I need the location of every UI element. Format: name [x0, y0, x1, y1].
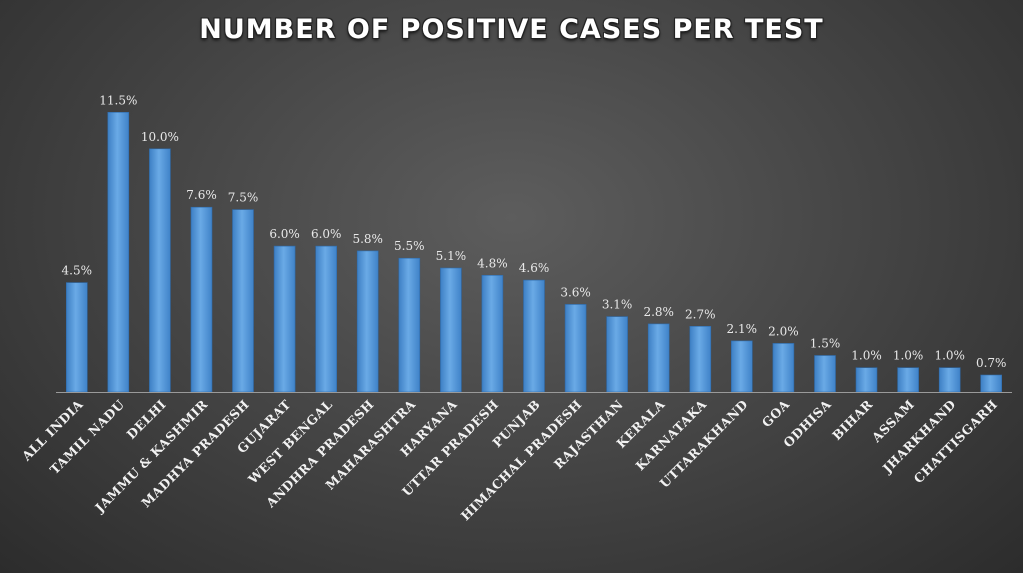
bar-22 [980, 374, 1003, 393]
bars-layer [66, 112, 1003, 393]
data-label-11: 4.6% [519, 261, 550, 275]
bar-7 [356, 250, 379, 393]
data-label-5: 6.0% [269, 227, 300, 241]
data-label-2: 10.0% [141, 130, 179, 144]
x-tick-label-19: BIHAR [829, 396, 876, 443]
x-tick-label-15: KARNATAKA [633, 397, 710, 474]
data-label-14: 2.8% [643, 305, 674, 319]
data-label-18: 1.5% [810, 337, 841, 351]
bar-11 [523, 279, 545, 393]
bar-12 [564, 304, 587, 393]
chart-title: NUMBER OF POSITIVE CASES PER TEST [199, 14, 824, 45]
bar-4 [232, 209, 254, 393]
x-tick-label-21: JHARKHAND [879, 397, 959, 477]
data-label-16: 2.1% [727, 322, 758, 336]
bar-17 [772, 343, 795, 393]
data-label-19: 1.0% [851, 349, 882, 363]
data-label-15: 2.7% [685, 307, 716, 321]
bar-6 [315, 245, 338, 393]
data-label-21: 1.0% [934, 349, 965, 363]
bar-19 [855, 367, 878, 393]
data-label-9: 5.1% [436, 249, 467, 263]
data-label-8: 5.5% [394, 239, 425, 253]
data-label-20: 1.0% [893, 349, 924, 363]
bar-3 [190, 206, 213, 393]
bar-0 [66, 282, 88, 393]
bar-15 [689, 325, 712, 393]
bar-2 [149, 148, 171, 393]
data-label-10: 4.8% [477, 256, 508, 270]
data-label-0: 4.5% [62, 264, 93, 278]
bar-20 [897, 367, 919, 393]
bar-5 [273, 245, 296, 393]
bar-18 [814, 355, 836, 393]
bar-1 [107, 112, 130, 393]
bar-21 [938, 367, 961, 393]
data-label-13: 3.1% [602, 298, 633, 312]
data-label-1: 11.5% [99, 93, 137, 107]
bar-10 [481, 274, 504, 393]
x-tick-label-17: GOA [759, 397, 793, 431]
data-label-17: 2.0% [768, 324, 799, 338]
data-labels-layer: 4.5% 11.5% 10.0% 7.6% 7.5% 6.0% 6.0% 5.8% 5.5% 5.… [62, 93, 1007, 370]
data-label-3: 7.6% [186, 188, 217, 202]
data-label-22: 0.7% [976, 356, 1007, 370]
bar-8 [398, 257, 421, 393]
bar-14 [647, 323, 670, 393]
bar-9 [440, 267, 462, 393]
data-label-6: 6.0% [311, 227, 342, 241]
data-label-12: 3.6% [560, 285, 591, 299]
bar-16 [730, 340, 753, 393]
data-label-4: 7.5% [228, 191, 259, 205]
bar-13 [606, 316, 628, 393]
data-label-7: 5.8% [352, 232, 383, 246]
x-tick-label-1: TAMIL NADU [47, 397, 128, 478]
